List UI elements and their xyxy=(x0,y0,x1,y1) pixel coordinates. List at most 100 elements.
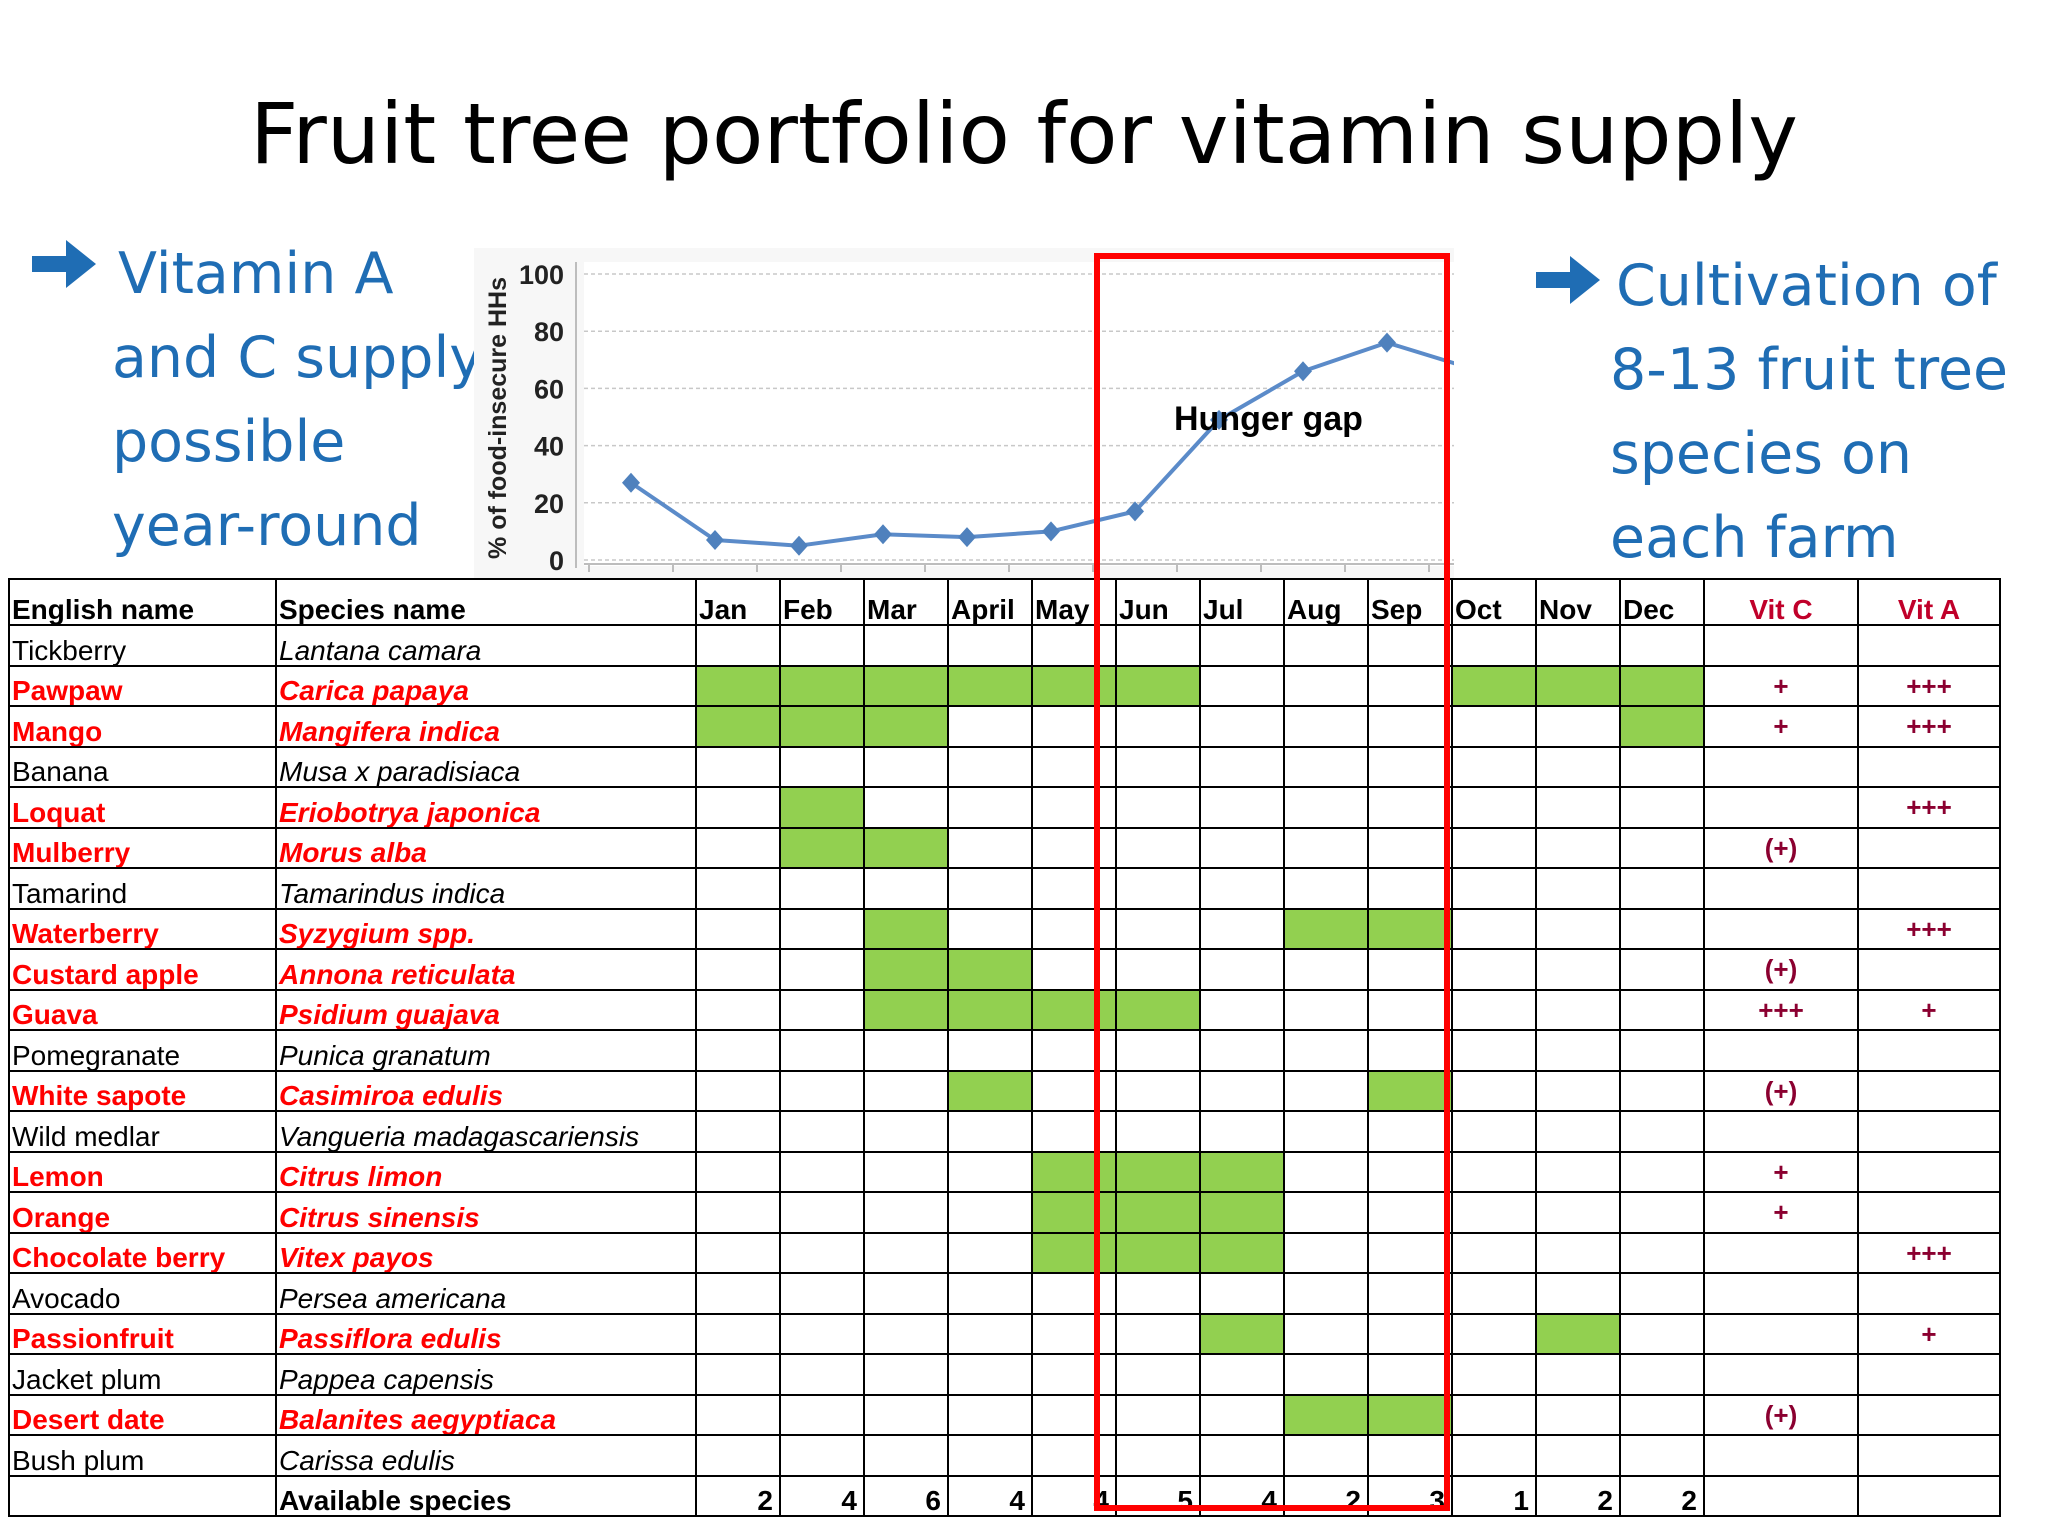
month-empty-cell xyxy=(1535,1434,1621,1477)
table-header-row: English name Species name Jan Feb Mar April Ma… xyxy=(8,578,2001,626)
available-count-cell: 2 xyxy=(1283,1474,1369,1517)
header-month: Dec xyxy=(1619,578,1705,626)
month-empty-cell xyxy=(1199,1272,1285,1315)
vit-a-cell: +++ xyxy=(1857,705,2001,748)
month-empty-cell xyxy=(1367,705,1453,748)
month-empty-cell xyxy=(1283,1191,1369,1234)
month-empty-cell xyxy=(1115,786,1201,829)
month-empty-cell xyxy=(1451,705,1537,748)
available-count-cell: 4 xyxy=(1031,1474,1117,1517)
month-empty-cell xyxy=(1619,1272,1705,1315)
month-empty-cell xyxy=(1367,1110,1453,1153)
vit-a-cell: +++ xyxy=(1857,1231,2001,1274)
english-name-cell: Pawpaw xyxy=(8,664,277,707)
english-name-cell: Desert date xyxy=(8,1393,277,1436)
month-empty-cell xyxy=(1367,1312,1453,1355)
month-empty-cell xyxy=(947,826,1033,869)
month-empty-cell xyxy=(947,1393,1033,1436)
left-note: Vitamin A and C supply possible year-rou… xyxy=(112,232,483,568)
english-name-cell: Loquat xyxy=(8,786,277,829)
available-count-cell: 4 xyxy=(947,1474,1033,1517)
month-available-cell xyxy=(1619,705,1705,748)
table-row: Mango Mangifera indica + +++ xyxy=(8,705,2001,748)
month-empty-cell xyxy=(863,1191,949,1234)
month-empty-cell xyxy=(779,907,865,950)
month-empty-cell xyxy=(1535,1393,1621,1436)
month-empty-cell xyxy=(1283,1150,1369,1193)
species-name-cell: Musa x paradisiaca xyxy=(275,745,697,788)
month-empty-cell xyxy=(1283,1272,1369,1315)
month-empty-cell xyxy=(1451,786,1537,829)
month-empty-cell xyxy=(695,786,781,829)
month-empty-cell xyxy=(1115,705,1201,748)
month-empty-cell xyxy=(1031,1393,1117,1436)
month-empty-cell xyxy=(1115,907,1201,950)
month-empty-cell xyxy=(863,1393,949,1436)
english-name-cell: Wild medlar xyxy=(8,1110,277,1153)
left-note-line: possible xyxy=(112,409,346,475)
vit-a-cell xyxy=(1857,1029,2001,1072)
english-name-cell: Lemon xyxy=(8,1150,277,1193)
vit-a-cell: +++ xyxy=(1857,786,2001,829)
right-note-line: 8-13 fruit tree xyxy=(1610,337,2009,403)
month-empty-cell xyxy=(1367,1231,1453,1274)
month-empty-cell xyxy=(695,1312,781,1355)
left-note-line: year-round xyxy=(112,493,422,559)
month-empty-cell xyxy=(1535,1150,1621,1193)
month-empty-cell xyxy=(1199,1069,1285,1112)
month-empty-cell xyxy=(1031,1069,1117,1112)
vit-c-cell: (+) xyxy=(1703,948,1859,991)
series-line xyxy=(629,340,1454,548)
month-empty-cell xyxy=(779,1312,865,1355)
species-name-cell: Syzygium spp. xyxy=(275,907,697,950)
y-tick-label: 20 xyxy=(534,489,564,519)
species-name-cell: Persea americana xyxy=(275,1272,697,1315)
species-name-cell: Carica papaya xyxy=(275,664,697,707)
month-empty-cell xyxy=(1535,624,1621,667)
month-empty-cell xyxy=(779,745,865,788)
vit-c-cell xyxy=(1703,1029,1859,1072)
month-empty-cell xyxy=(1199,1353,1285,1396)
table-row: Passionfruit Passiflora edulis + xyxy=(8,1312,2001,1355)
header-month: Jan xyxy=(695,578,781,626)
species-name-cell: Balanites aegyptiaca xyxy=(275,1393,697,1436)
vit-c-cell: (+) xyxy=(1703,1393,1859,1436)
header-species-name: Species name xyxy=(275,578,697,626)
english-name-cell: Waterberry xyxy=(8,907,277,950)
month-empty-cell xyxy=(947,1110,1033,1153)
month-empty-cell xyxy=(695,745,781,788)
month-empty-cell xyxy=(1199,988,1285,1031)
month-empty-cell xyxy=(1451,826,1537,869)
data-point xyxy=(1294,361,1312,382)
month-empty-cell xyxy=(863,745,949,788)
month-empty-cell xyxy=(1367,1150,1453,1193)
y-axis-label: % of food-insecure HHs xyxy=(484,277,512,559)
month-empty-cell xyxy=(863,1069,949,1112)
month-empty-cell xyxy=(1031,826,1117,869)
table-row: Tamarind Tamarindus indica xyxy=(8,867,2001,910)
vit-c-cell xyxy=(1703,1110,1859,1153)
month-empty-cell xyxy=(779,624,865,667)
month-empty-cell xyxy=(695,867,781,910)
month-empty-cell xyxy=(1031,907,1117,950)
header-month: May xyxy=(1031,578,1117,626)
footer-empty-cell xyxy=(8,1474,277,1517)
vit-a-cell xyxy=(1857,624,2001,667)
month-empty-cell xyxy=(1535,907,1621,950)
month-empty-cell xyxy=(1451,907,1537,950)
month-empty-cell xyxy=(947,745,1033,788)
month-empty-cell xyxy=(863,1029,949,1072)
month-empty-cell xyxy=(947,907,1033,950)
month-empty-cell xyxy=(1283,1110,1369,1153)
vit-a-cell xyxy=(1857,1393,2001,1436)
table-row: Custard apple Annona reticulata (+) xyxy=(8,948,2001,991)
species-name-cell: Citrus sinensis xyxy=(275,1191,697,1234)
month-empty-cell xyxy=(1115,1434,1201,1477)
month-empty-cell xyxy=(863,1150,949,1193)
month-empty-cell xyxy=(1283,745,1369,788)
table-row: Banana Musa x paradisiaca xyxy=(8,745,2001,788)
month-available-cell xyxy=(779,664,865,707)
month-empty-cell xyxy=(1451,745,1537,788)
month-empty-cell xyxy=(1283,624,1369,667)
month-available-cell xyxy=(863,988,949,1031)
